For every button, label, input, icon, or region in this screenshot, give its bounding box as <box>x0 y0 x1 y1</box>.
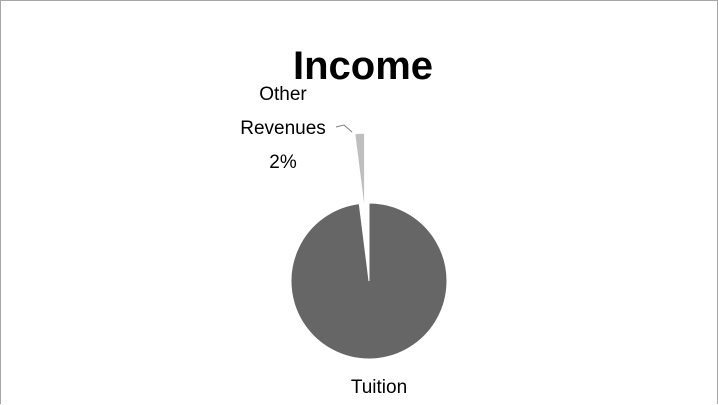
data-label-other-revenues: Other Revenues 2% <box>240 84 326 173</box>
pie-slice-other-revenues <box>354 132 366 212</box>
chart-title: Income <box>293 44 433 88</box>
data-label-tuition: Tuition <box>351 377 407 398</box>
leader-line-other-revenues <box>335 124 353 133</box>
pie-slice-tuition <box>290 202 448 360</box>
